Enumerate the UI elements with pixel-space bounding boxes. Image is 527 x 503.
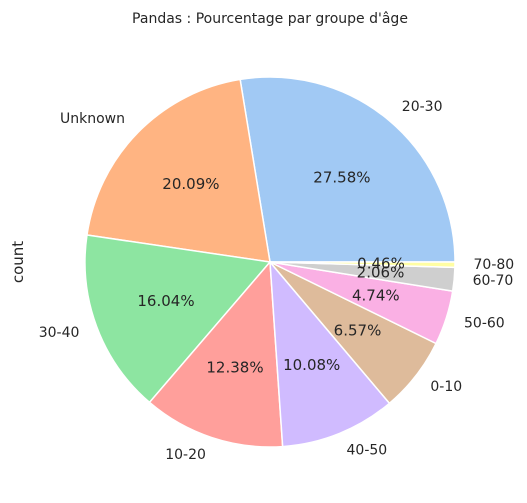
percent-label-unknown: 20.09% bbox=[162, 175, 219, 193]
percent-label-60-70: 2.06% bbox=[357, 263, 405, 281]
percent-label-70-80: 0.46% bbox=[357, 255, 405, 273]
pie-slices bbox=[84, 76, 456, 448]
pie-slice-40-50 bbox=[269, 259, 391, 448]
percent-labels: 27.58% 20.09% 16.04% 12.38% 10.08% 6.57% 4.74%… bbox=[137, 168, 404, 376]
pie-slice-70-80 bbox=[269, 261, 456, 269]
pie-slice-10-20 bbox=[148, 260, 284, 448]
chart-title: Pandas : Pourcentage par groupe d'âge bbox=[132, 11, 408, 27]
percent-label-0-10: 6.57% bbox=[334, 321, 382, 339]
category-label-10-20: 10-20 bbox=[165, 447, 206, 463]
pie-slice-20-30 bbox=[239, 76, 456, 263]
category-label-40-50: 40-50 bbox=[347, 443, 388, 459]
category-label-0-10: 0-10 bbox=[430, 379, 462, 395]
category-label-unknown: Unknown bbox=[60, 111, 125, 127]
y-axis-label: count bbox=[9, 241, 27, 283]
category-label-20-30: 20-30 bbox=[402, 99, 443, 115]
percent-label-40-50: 10.08% bbox=[283, 356, 340, 374]
percent-label-20-30: 27.58% bbox=[313, 168, 370, 186]
percent-label-10-20: 12.38% bbox=[206, 358, 263, 376]
percent-label-50-60: 4.74% bbox=[352, 287, 400, 305]
category-label-50-60: 50-60 bbox=[464, 316, 505, 332]
category-labels: 20-30 Unknown 30-40 10-20 40-50 0-10 50-60 60-7… bbox=[39, 99, 514, 463]
pie-slice-unknown bbox=[86, 78, 271, 263]
category-label-70-80: 70-80 bbox=[474, 257, 515, 273]
category-label-30-40: 30-40 bbox=[39, 325, 80, 341]
category-label-60-70: 60-70 bbox=[473, 273, 514, 289]
pie-slice-30-40 bbox=[84, 234, 272, 404]
percent-label-30-40: 16.04% bbox=[137, 292, 194, 310]
